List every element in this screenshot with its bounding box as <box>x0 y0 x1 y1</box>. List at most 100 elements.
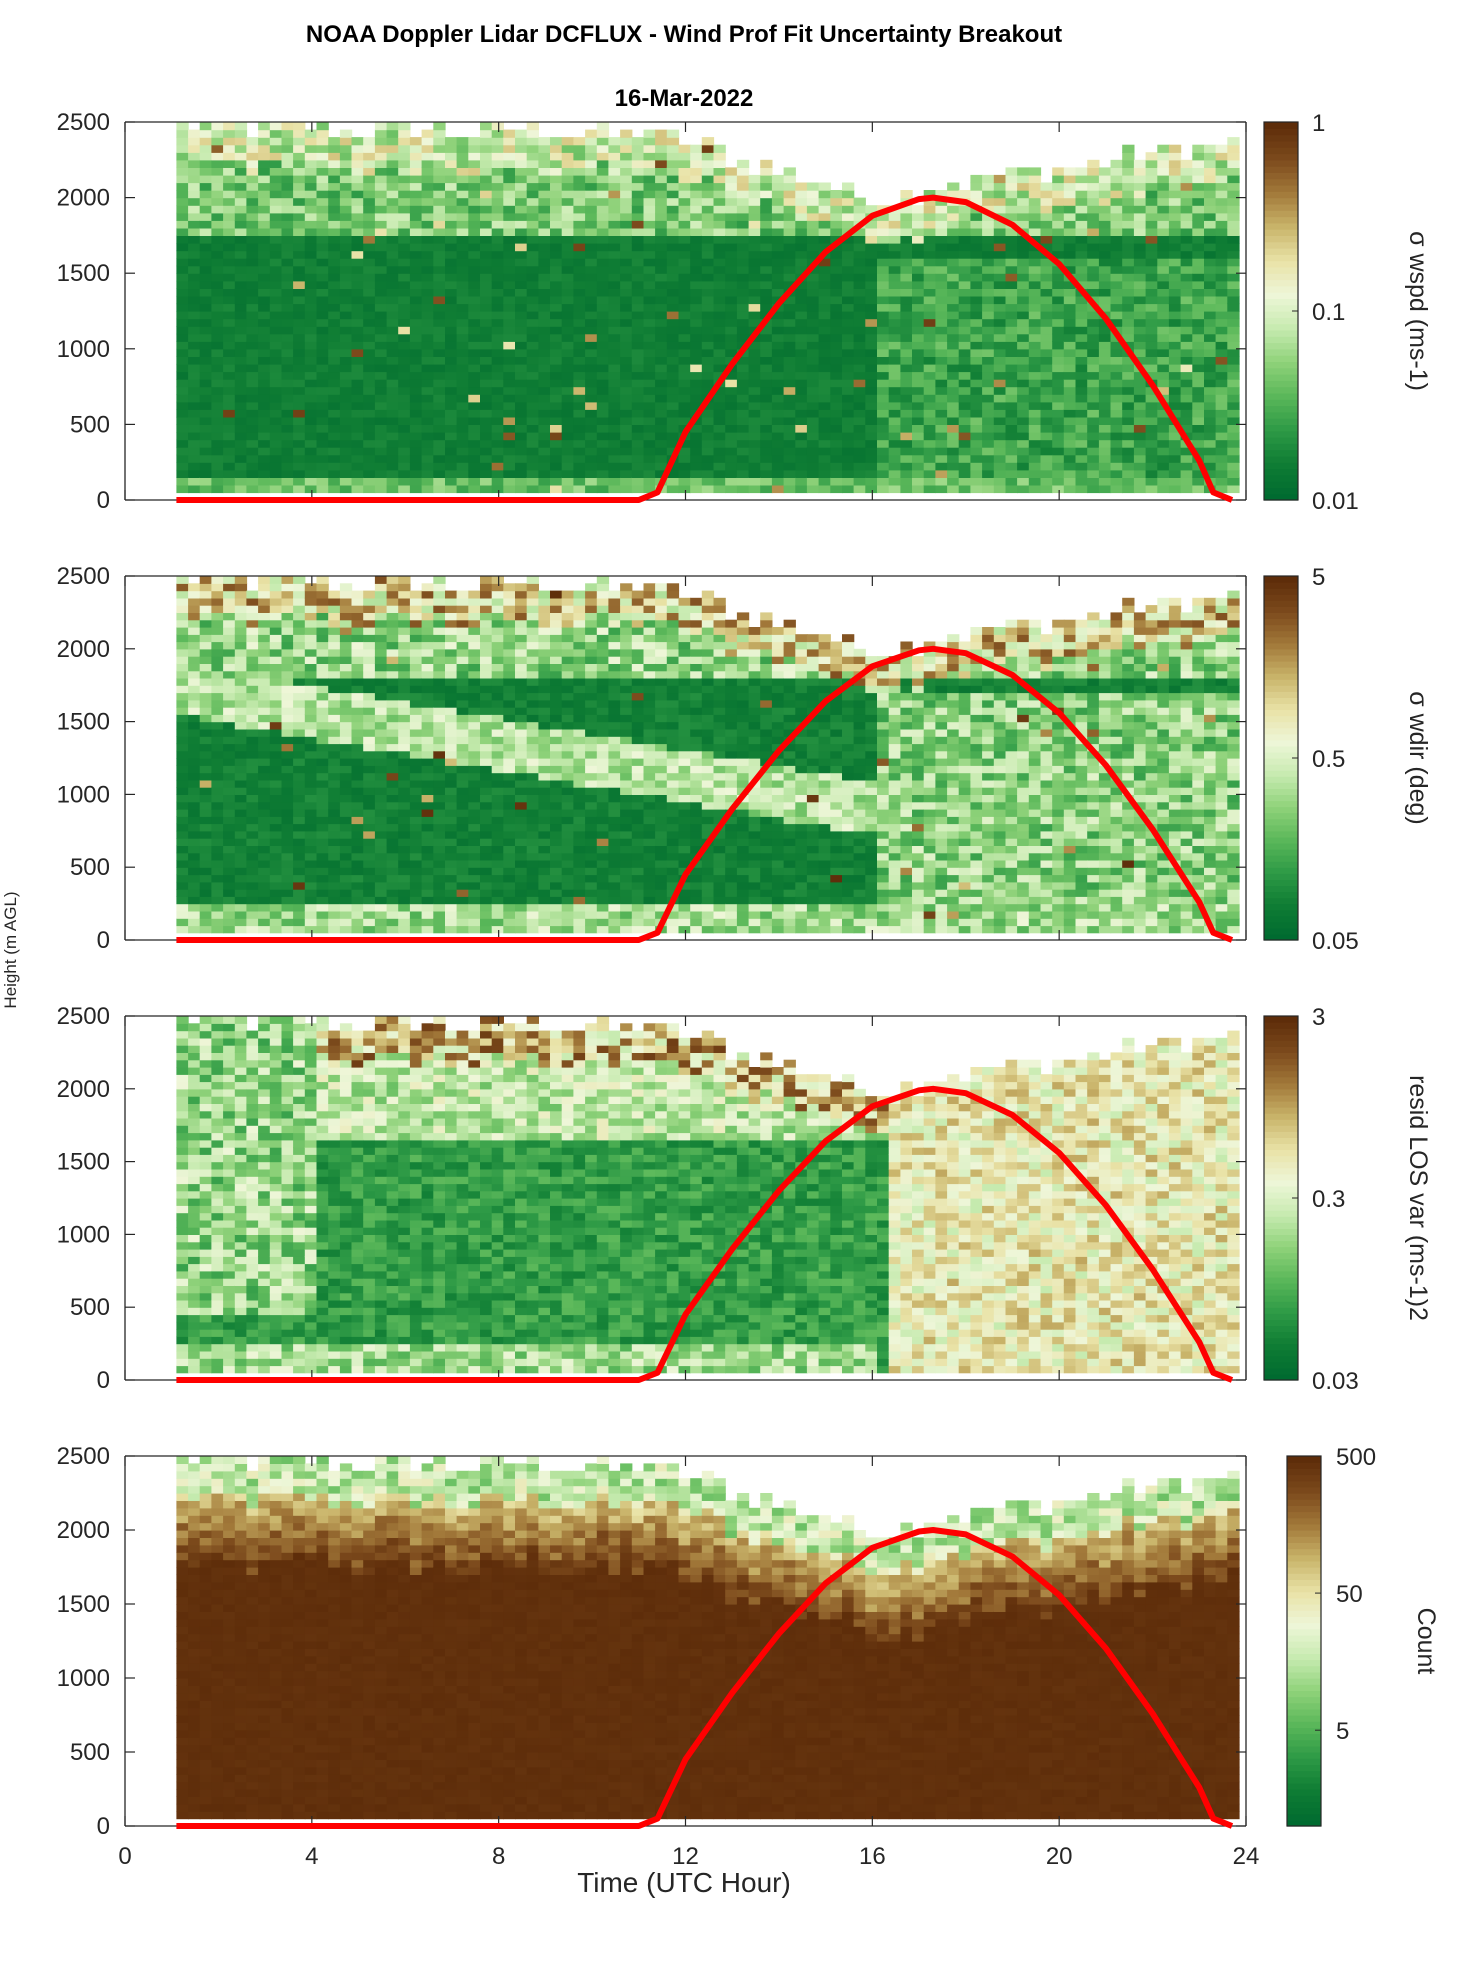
heatmap-cell <box>293 198 305 206</box>
heatmap-cell <box>282 160 294 168</box>
heatmap-cell <box>702 470 714 478</box>
heatmap-cell <box>293 220 305 228</box>
heatmap-cell <box>854 311 866 319</box>
heatmap-cell <box>246 591 258 599</box>
heatmap-cell <box>515 167 527 175</box>
heatmap-cell <box>305 889 317 897</box>
heatmap-cell <box>503 296 515 304</box>
heatmap-cell <box>1146 258 1158 266</box>
heatmap-cell <box>1134 303 1146 311</box>
heatmap-cell <box>1122 387 1134 395</box>
heatmap-cell <box>1017 326 1029 334</box>
heatmap-cell <box>935 235 947 243</box>
heatmap-cell <box>714 175 726 183</box>
heatmap-cell <box>702 235 714 243</box>
heatmap-cell <box>1017 183 1029 191</box>
heatmap-cell <box>1216 462 1228 470</box>
heatmap-cell <box>1064 296 1076 304</box>
heatmap-cell <box>1006 485 1018 493</box>
heatmap-cell <box>644 334 656 342</box>
heatmap-cell <box>527 462 539 470</box>
heatmap-cell <box>492 251 504 259</box>
heatmap-cell <box>714 205 726 213</box>
heatmap-cell <box>550 432 562 440</box>
heatmap-cell <box>644 477 656 485</box>
heatmap-cell <box>585 409 597 417</box>
heatmap-cell <box>188 911 200 919</box>
heatmap-cell <box>1041 334 1053 342</box>
heatmap-cell <box>293 266 305 274</box>
heatmap-cell <box>293 867 305 875</box>
heatmap-cell <box>562 213 574 221</box>
heatmap-cell <box>200 758 212 766</box>
heatmap-cell <box>737 417 749 425</box>
heatmap-cell <box>258 243 270 251</box>
heatmap-cell <box>620 303 632 311</box>
heatmap-cell <box>410 379 422 387</box>
heatmap-cell <box>772 190 784 198</box>
heatmap-cell <box>340 831 352 839</box>
heatmap-cell <box>842 432 854 440</box>
heatmap-cell <box>924 402 936 410</box>
heatmap-cell <box>223 137 235 145</box>
heatmap-cell <box>970 243 982 251</box>
heatmap-cell <box>714 303 726 311</box>
heatmap-cell <box>176 736 188 744</box>
heatmap-cell <box>1029 485 1041 493</box>
heatmap-cell <box>515 387 527 395</box>
heatmap-cell <box>340 787 352 795</box>
heatmap-cell <box>305 722 317 730</box>
heatmap-cell <box>410 470 422 478</box>
heatmap-cell <box>188 620 200 628</box>
heatmap-cell <box>176 722 188 730</box>
heatmap-cell <box>235 634 247 642</box>
heatmap-cell <box>865 394 877 402</box>
heatmap-cell <box>667 251 679 259</box>
heatmap-cell <box>387 198 399 206</box>
heatmap-cell <box>1181 258 1193 266</box>
heatmap-cell <box>784 379 796 387</box>
heatmap-cell <box>1017 349 1029 357</box>
heatmap-cell <box>363 455 375 463</box>
heatmap-cell <box>246 612 258 620</box>
heatmap-cell <box>503 145 515 153</box>
heatmap-cell <box>1192 477 1204 485</box>
heatmap-cell <box>200 205 212 213</box>
heatmap-cell <box>433 220 445 228</box>
heatmap-cell <box>1087 470 1099 478</box>
heatmap-cell <box>644 152 656 160</box>
heatmap-cell <box>538 198 550 206</box>
heatmap-cell <box>830 364 842 372</box>
heatmap-cell <box>1029 394 1041 402</box>
heatmap-cell <box>760 183 772 191</box>
heatmap-cell <box>667 273 679 281</box>
heatmap-cell <box>1181 349 1193 357</box>
heatmap-cell <box>573 432 585 440</box>
heatmap-cell <box>1134 296 1146 304</box>
heatmap-cell <box>550 462 562 470</box>
heatmap-cell <box>1122 455 1134 463</box>
heatmap-cell <box>830 220 842 228</box>
heatmap-cell <box>1064 167 1076 175</box>
heatmap-cell <box>200 372 212 380</box>
heatmap-cell <box>655 387 667 395</box>
heatmap-cell <box>1146 440 1158 448</box>
heatmap-cell <box>982 455 994 463</box>
heatmap-cell <box>970 326 982 334</box>
heatmap-cell <box>585 303 597 311</box>
heatmap-cell <box>293 417 305 425</box>
heatmap-cell <box>538 258 550 266</box>
heatmap-cell <box>620 183 632 191</box>
heatmap-cell <box>1216 167 1228 175</box>
heatmap-cell <box>644 379 656 387</box>
heatmap-cell <box>398 130 410 138</box>
heatmap-cell <box>1111 477 1123 485</box>
heatmap-cell <box>725 477 737 485</box>
heatmap-cell <box>1169 356 1181 364</box>
heatmap-cell <box>235 649 247 657</box>
heatmap-cell <box>176 145 188 153</box>
heatmap-cell <box>690 213 702 221</box>
heatmap-cell <box>1216 402 1228 410</box>
heatmap-cell <box>597 288 609 296</box>
heatmap-cell <box>188 612 200 620</box>
